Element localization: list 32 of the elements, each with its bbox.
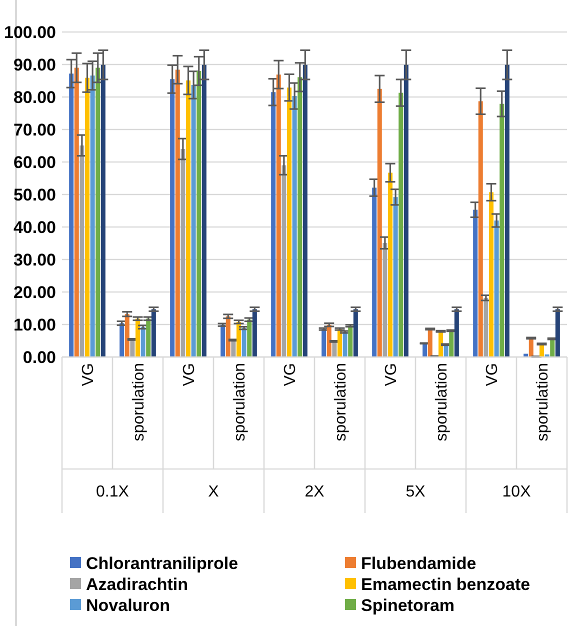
- x-tick-label: VG: [180, 363, 198, 386]
- x-tick-label: sporulation: [231, 363, 248, 442]
- y-tick-label: 80.00: [13, 88, 56, 107]
- legend-label: Spinetoram: [361, 596, 455, 615]
- x-tick-label: VG: [282, 363, 299, 386]
- y-tick-label: 0.00: [22, 348, 56, 367]
- x-tick-label: VG: [80, 363, 97, 386]
- x-tick-label: sporulation: [130, 363, 148, 442]
- y-tick-label: 40.00: [13, 218, 56, 237]
- x-tick-label: VG: [484, 363, 501, 386]
- y-tick-label: 100.00: [4, 22, 56, 42]
- y-tick-label: 70.00: [13, 120, 56, 140]
- legend-label: Chlorantraniliprole: [86, 554, 238, 573]
- y-tick-label: 60.00: [13, 152, 56, 172]
- text: 5X: [406, 484, 426, 501]
- legend-label: Emamectin benzoate: [361, 574, 530, 594]
- y-tick-label: 50.00: [13, 185, 56, 204]
- x-tick-label: sporulation: [433, 363, 450, 442]
- x-tick-label: VG: [382, 363, 400, 386]
- text: X: [208, 484, 220, 501]
- y-tick-label: 30.00: [13, 250, 56, 270]
- y-tick-label: 10.00: [13, 315, 56, 334]
- x-tick-label: sporulation: [534, 363, 552, 442]
- text: 2X: [304, 484, 325, 501]
- text: 0.1X: [96, 484, 130, 501]
- legend-label: Flubendamide: [361, 554, 476, 573]
- y-tick-label: 90.00: [13, 55, 56, 74]
- y-tick-label: 20.00: [13, 282, 56, 302]
- text: 10X: [502, 484, 532, 501]
- legend-label: Novaluron: [86, 596, 170, 615]
- x-tick-label: sporulation: [332, 363, 350, 442]
- legend-label: Azadirachtin: [86, 574, 188, 594]
